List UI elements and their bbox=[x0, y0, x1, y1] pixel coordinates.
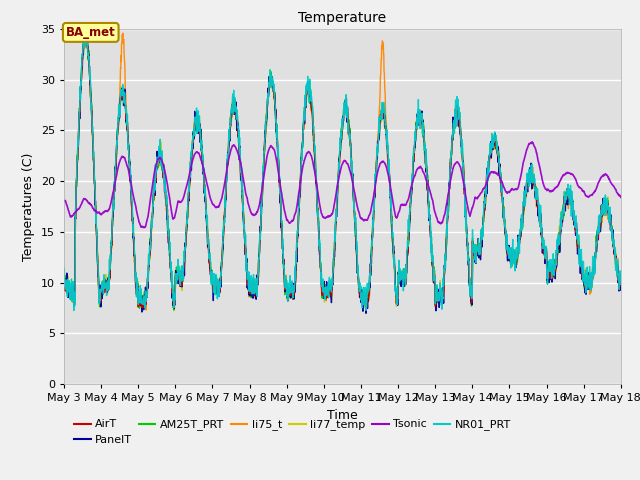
Legend: AirT, PanelT, AM25T_PRT, li75_t, li77_temp, Tsonic, NR01_PRT: AirT, PanelT, AM25T_PRT, li75_t, li77_te… bbox=[70, 415, 515, 449]
X-axis label: Time: Time bbox=[327, 408, 358, 421]
Title: Temperature: Temperature bbox=[298, 11, 387, 25]
Text: BA_met: BA_met bbox=[66, 26, 116, 39]
Y-axis label: Temperatures (C): Temperatures (C) bbox=[22, 152, 35, 261]
